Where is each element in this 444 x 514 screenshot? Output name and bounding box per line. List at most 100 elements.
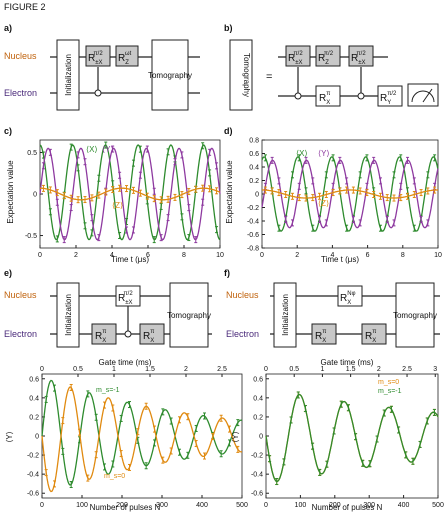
y-tick-label: -0.4 <box>27 472 39 479</box>
chart-g-top-label: Gate time (ms) <box>99 358 152 367</box>
gate-e-n-box <box>115 285 141 307</box>
x-tick-label: 300 <box>156 502 168 509</box>
y-tick-label: -0.6 <box>247 232 259 239</box>
x-tick-label: 0 <box>38 252 42 259</box>
init-box <box>56 39 80 111</box>
series-line <box>40 187 221 201</box>
chart-h-ylabel: ⟨Y⟩ <box>231 431 240 443</box>
top-tick-label: 0.5 <box>73 366 83 373</box>
control-dot <box>94 89 102 97</box>
gate-rz: RZωt <box>118 51 132 66</box>
y-tick-label: 0.4 <box>249 165 259 172</box>
top-tick-label: 1.5 <box>346 366 356 373</box>
tomo-label-b: Tomography <box>242 53 251 97</box>
control-dot-b2 <box>357 92 365 100</box>
gate-b1: R±Xπ/2 <box>288 51 303 66</box>
y-tick-label: 0 <box>259 434 263 441</box>
chart-g-ms0: m_s=0 <box>104 473 125 480</box>
y-tick-label: 0 <box>255 192 259 199</box>
panel-f: f) Nucleus Electron Initialization RXNφ … <box>224 268 440 348</box>
meter-needle-icon <box>422 88 433 103</box>
chart-c: 0 2 4 6 8 10 -0.5 0 0.5 <box>25 139 224 259</box>
panel-f-label: f) <box>224 268 230 278</box>
chart-h-ms0: m_s=0 <box>378 379 399 386</box>
series-line <box>265 393 439 483</box>
y-tick-label: -0.2 <box>27 453 39 460</box>
electron-label-e: Electron <box>4 329 37 339</box>
panel-e-label: e) <box>4 268 12 278</box>
x-tick-label: 10 <box>434 252 442 259</box>
chart-d-ylabel: Expectation value <box>225 160 234 224</box>
x-tick-label: 2 <box>74 252 78 259</box>
init-box-f <box>273 282 297 348</box>
x-tick-label: 6 <box>366 252 370 259</box>
chart-d-z-label: ⟨Z⟩ <box>318 199 329 208</box>
tomo-box <box>151 39 189 111</box>
gate-b2-box <box>315 45 341 67</box>
measurement-box <box>407 83 439 107</box>
gate-be1-box <box>315 85 341 107</box>
x-tick-label: 100 <box>295 502 307 509</box>
x-tick-label: 100 <box>76 502 88 509</box>
panel-b-label: b) <box>224 23 233 33</box>
init-box-e <box>56 282 80 348</box>
init-label-f: Initialization <box>281 294 290 336</box>
init-label-e: Initialization <box>64 294 73 336</box>
panel-a: a) Nucleus Electron Initialization R±Xπ/… <box>4 23 200 111</box>
panel-b: b) Tomography = R±Xπ/2 RZπ/2 R±Xπ/2 RXπ … <box>224 23 439 111</box>
y-tick-label: -0.5 <box>25 233 37 240</box>
gate-e-e2-box <box>139 323 165 345</box>
top-tick-label: 0 <box>264 366 268 373</box>
top-tick-label: 1 <box>320 366 324 373</box>
chart-d: 0 2 4 6 8 10 -0.8 -0.6 -0.4 -0.2 0 0.2 0.4 0.6 0.8 <box>247 138 442 260</box>
x-tick-label: 200 <box>329 502 341 509</box>
chart-c-x-label: ⟨X⟩ <box>86 145 98 154</box>
top-tick-label: 2.5 <box>402 366 412 373</box>
top-tick-label: 3 <box>433 366 437 373</box>
nucleus-label-e: Nucleus <box>4 290 37 300</box>
gate-b3: R±Xπ/2 <box>351 51 366 66</box>
gate-b1-box <box>285 45 311 67</box>
top-tick-label: 2 <box>377 366 381 373</box>
series-line <box>261 189 439 199</box>
chart-d-xlabel: Time t (μs) <box>321 255 359 264</box>
top-tick-label: 2 <box>184 366 188 373</box>
top-tick-label: 1.5 <box>145 366 155 373</box>
init-label: Initialization <box>64 54 73 96</box>
gate-e-e1-box <box>91 323 117 345</box>
x-tick-label: 200 <box>116 502 128 509</box>
chart-h-top-label: Gate time (ms) <box>321 358 374 367</box>
y-tick-label: 0.4 <box>29 395 39 402</box>
y-tick-label: 0.8 <box>249 138 259 145</box>
x-tick-label: 4 <box>110 252 114 259</box>
meter-arc-icon <box>411 90 435 103</box>
gate-be1: RXπ <box>319 91 330 106</box>
y-tick-label: 0.5 <box>27 150 37 157</box>
y-tick-label: 0.2 <box>29 414 39 421</box>
x-tick-label: 400 <box>196 502 208 509</box>
chart-c-z-label: ⟨Z⟩ <box>112 201 123 210</box>
gate-rx: R±Xπ/2 <box>88 51 103 66</box>
y-tick-label: 0.6 <box>249 151 259 158</box>
x-tick-label: 500 <box>236 502 248 509</box>
top-tick-label: 2.5 <box>217 366 227 373</box>
equals-sign: = <box>266 71 272 83</box>
x-tick-label: 500 <box>432 502 444 509</box>
nucleus-label-f: Nucleus <box>226 290 259 300</box>
gate-f-e1-box <box>311 323 337 345</box>
chart-d-y-label: ⟨Y⟩ <box>318 149 330 158</box>
y-tick-label: -0.8 <box>247 246 259 253</box>
chart-c-y-label: ⟨Y⟩ <box>102 145 114 154</box>
y-tick-label: 0 <box>35 434 39 441</box>
panel-c-label: c) <box>4 126 12 136</box>
gate-be3: RYπ/2 <box>380 91 397 106</box>
plot-frame <box>265 373 439 499</box>
gate-rz-box <box>115 45 139 67</box>
y-tick-label: 0 <box>33 192 37 199</box>
gate-e-e2: RXπ <box>143 329 154 344</box>
y-tick-label: -0.6 <box>251 491 263 498</box>
chart-g-ylabel: ⟨Y⟩ <box>5 431 14 443</box>
control-dot-e <box>124 330 132 338</box>
x-tick-label: 4 <box>330 252 334 259</box>
